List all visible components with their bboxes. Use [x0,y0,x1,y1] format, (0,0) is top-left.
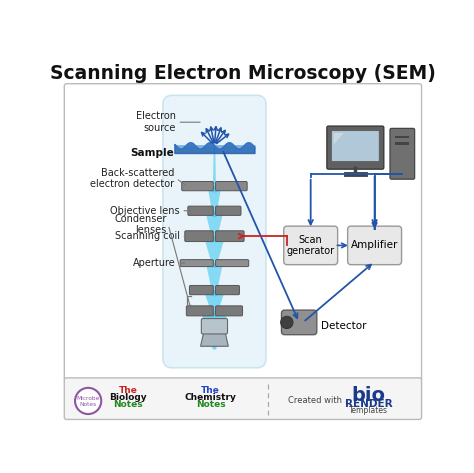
Text: Notes: Notes [80,402,97,406]
Polygon shape [208,186,221,217]
Bar [395,142,409,145]
Polygon shape [334,133,344,145]
FancyBboxPatch shape [188,206,213,215]
FancyBboxPatch shape [185,231,213,242]
FancyBboxPatch shape [216,306,243,316]
FancyBboxPatch shape [216,182,247,191]
Text: Notes: Notes [196,400,226,409]
Text: RENDER: RENDER [345,399,392,409]
Polygon shape [201,311,228,350]
Text: Microbe: Microbe [76,396,100,401]
Polygon shape [204,290,225,296]
Polygon shape [205,211,224,217]
Text: Scanning coil: Scanning coil [115,231,180,241]
Text: The: The [119,386,137,395]
FancyBboxPatch shape [347,226,401,265]
Polygon shape [208,186,221,193]
FancyBboxPatch shape [186,306,213,316]
FancyBboxPatch shape [64,84,421,381]
Text: Electron
source: Electron source [136,112,176,133]
FancyBboxPatch shape [216,231,244,242]
Text: Back-scattered
electron detector: Back-scattered electron detector [90,167,174,189]
Text: Condenser
lenses: Condenser lenses [114,214,167,236]
Text: Sample: Sample [131,148,174,158]
FancyBboxPatch shape [180,260,213,267]
Circle shape [281,316,293,329]
FancyBboxPatch shape [282,310,317,335]
Polygon shape [204,236,225,268]
Text: Templates: Templates [349,406,388,415]
FancyBboxPatch shape [64,378,421,420]
Text: Notes: Notes [113,400,143,409]
FancyBboxPatch shape [163,95,266,368]
Text: Amplifier: Amplifier [351,240,398,250]
Polygon shape [204,236,225,242]
FancyBboxPatch shape [331,131,379,161]
Circle shape [75,388,101,414]
Text: Chemistry: Chemistry [185,393,237,402]
Text: Detector: Detector [321,321,366,331]
Bar [395,136,409,139]
Polygon shape [213,138,216,193]
FancyBboxPatch shape [216,285,239,295]
FancyBboxPatch shape [216,260,249,267]
Text: bio: bio [351,386,385,405]
FancyBboxPatch shape [182,182,213,191]
Polygon shape [206,263,223,296]
Text: Aperture: Aperture [133,258,176,268]
Text: Scan
generator: Scan generator [287,235,335,256]
FancyBboxPatch shape [190,285,213,295]
Text: Scanning Electron Microscopy (SEM): Scanning Electron Microscopy (SEM) [50,64,436,83]
FancyBboxPatch shape [216,206,241,215]
Polygon shape [205,211,224,242]
FancyBboxPatch shape [390,128,415,179]
FancyBboxPatch shape [284,226,337,265]
Text: Biology: Biology [109,393,147,402]
Polygon shape [206,263,223,268]
Text: The: The [201,386,220,395]
Polygon shape [204,290,225,317]
Text: Created with: Created with [288,396,342,405]
FancyBboxPatch shape [201,318,228,334]
Text: Objective lens: Objective lens [110,206,180,216]
Polygon shape [201,311,228,317]
FancyBboxPatch shape [327,126,384,169]
Polygon shape [201,333,228,346]
